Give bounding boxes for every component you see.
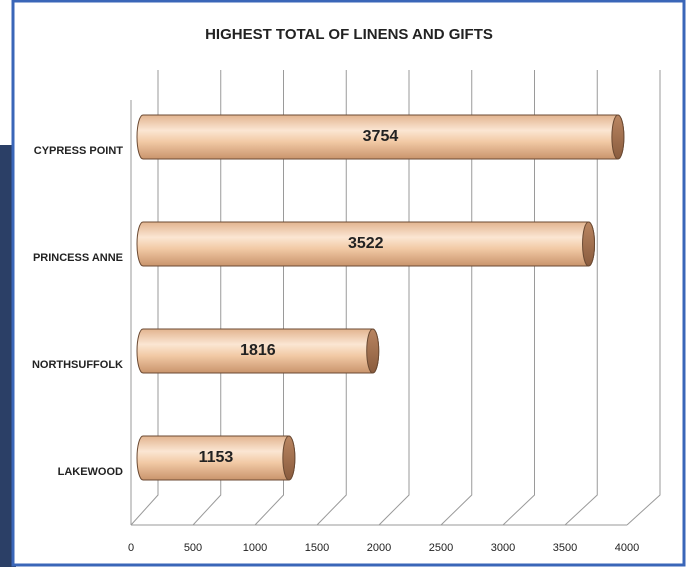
x-tick-label: 2500 [429,542,453,554]
grid-line [626,70,661,526]
value-label: 3754 [363,128,399,145]
x-tick-label: 3500 [553,542,577,554]
y-tick-label: PRINCESS ANNE [33,252,123,264]
x-tick-label: 3000 [491,542,515,554]
value-label: 1153 [199,449,234,466]
bar [136,328,380,374]
value-label: 3522 [348,235,384,252]
x-tick-label: 1000 [243,542,267,554]
grid-line [316,70,347,526]
bar-cap [582,221,596,267]
y-tick-label: NORTHSUFFOLK [32,359,123,371]
bar-cap [282,435,296,481]
chart-title: HIGHEST TOTAL OF LINENS AND GIFTS [205,26,493,43]
x-tick-label: 2000 [367,542,391,554]
x-tick-label: 500 [184,542,202,554]
x-tick-label: 0 [128,542,134,554]
grid-line [502,70,535,526]
y-tick-label: CYPRESS POINT [34,145,124,157]
grid-line [192,70,222,526]
x-tick-label: 1500 [305,542,329,554]
x-tick-label: 4000 [615,542,639,554]
y-tick-label: LAKEWOOD [58,466,123,478]
bar [136,114,625,160]
grid-line [254,70,284,526]
grid-line [440,70,473,526]
grid-line [564,70,598,526]
bar-cap [611,114,625,160]
bar [136,435,296,481]
grid-line [130,70,159,526]
chart-panel [11,0,686,567]
bar [136,221,596,267]
grid-line [378,70,410,526]
bar-cap [366,328,380,374]
value-label: 1816 [240,342,276,359]
